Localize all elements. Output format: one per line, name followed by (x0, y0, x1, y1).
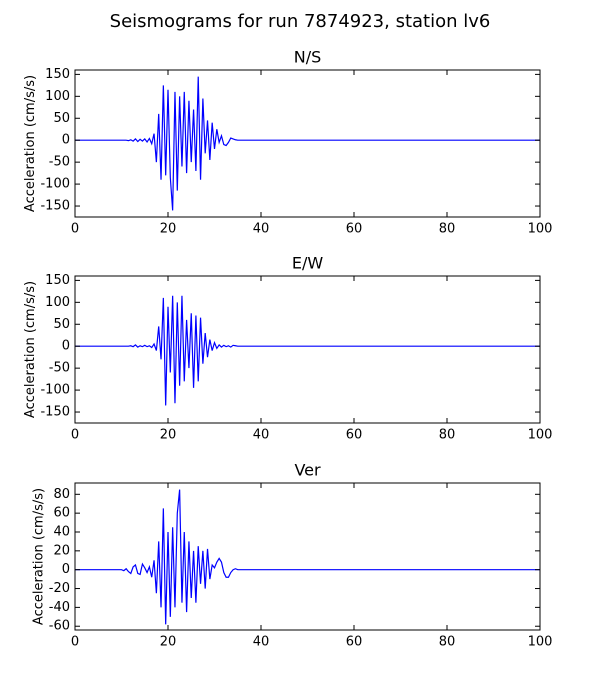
subplot-title: N/S (294, 48, 322, 67)
x-tick-label: 20 (160, 635, 177, 650)
line-series (75, 295, 540, 406)
y-tick-label: 20 (53, 543, 70, 558)
x-tick-label: 80 (439, 428, 456, 443)
y-axis-label: Acceleration (cm/s/s) (23, 281, 38, 418)
y-tick-label: -100 (40, 177, 70, 192)
figure-title: Seismograms for run 7874923, station lv6 (110, 11, 491, 32)
y-tick-label: -50 (49, 361, 70, 376)
y-tick-label: -150 (40, 405, 70, 420)
y-tick-label: 80 (53, 487, 70, 502)
y-tick-label: -60 (49, 619, 70, 634)
x-tick-label: 40 (253, 222, 270, 237)
x-tick-label: 20 (160, 428, 177, 443)
x-tick-label: 60 (346, 428, 363, 443)
axes-frame (74, 69, 541, 218)
subplot-title: E/W (292, 254, 324, 273)
x-tick-label: 100 (528, 222, 553, 237)
y-tick-label: -100 (40, 383, 70, 398)
y-tick-label: 50 (53, 111, 70, 126)
y-tick-label: 0 (62, 339, 70, 354)
axes-frame (74, 275, 541, 424)
y-tick-label: 100 (45, 89, 70, 104)
x-tick-label: 40 (253, 635, 270, 650)
x-tick-label: 0 (71, 222, 79, 237)
y-axis-label: Acceleration (cm/s/s) (23, 75, 38, 212)
x-tick-label: 80 (439, 635, 456, 650)
y-axis-label: Acceleration (cm/s/s) (31, 488, 46, 625)
line-series (75, 76, 540, 211)
x-tick-label: 60 (346, 635, 363, 650)
axes-frame (74, 482, 541, 631)
subplot-title: Ver (294, 461, 321, 480)
y-tick-label: 0 (62, 133, 70, 148)
y-tick-label: 0 (62, 562, 70, 577)
x-tick-label: 20 (160, 222, 177, 237)
line-series (75, 489, 540, 625)
y-tick-label: -50 (49, 155, 70, 170)
y-tick-label: 150 (45, 273, 70, 288)
x-tick-label: 60 (346, 222, 363, 237)
y-tick-label: 60 (53, 506, 70, 521)
y-tick-label: -20 (49, 581, 70, 596)
y-tick-label: -40 (49, 600, 70, 615)
x-tick-label: 40 (253, 428, 270, 443)
x-tick-label: 100 (528, 635, 553, 650)
y-tick-label: 50 (53, 317, 70, 332)
y-tick-label: -150 (40, 199, 70, 214)
x-tick-label: 0 (71, 428, 79, 443)
y-tick-label: 100 (45, 295, 70, 310)
x-tick-label: 0 (71, 635, 79, 650)
x-tick-label: 80 (439, 222, 456, 237)
y-tick-label: 150 (45, 67, 70, 82)
x-tick-label: 100 (528, 428, 553, 443)
y-tick-label: 40 (53, 525, 70, 540)
